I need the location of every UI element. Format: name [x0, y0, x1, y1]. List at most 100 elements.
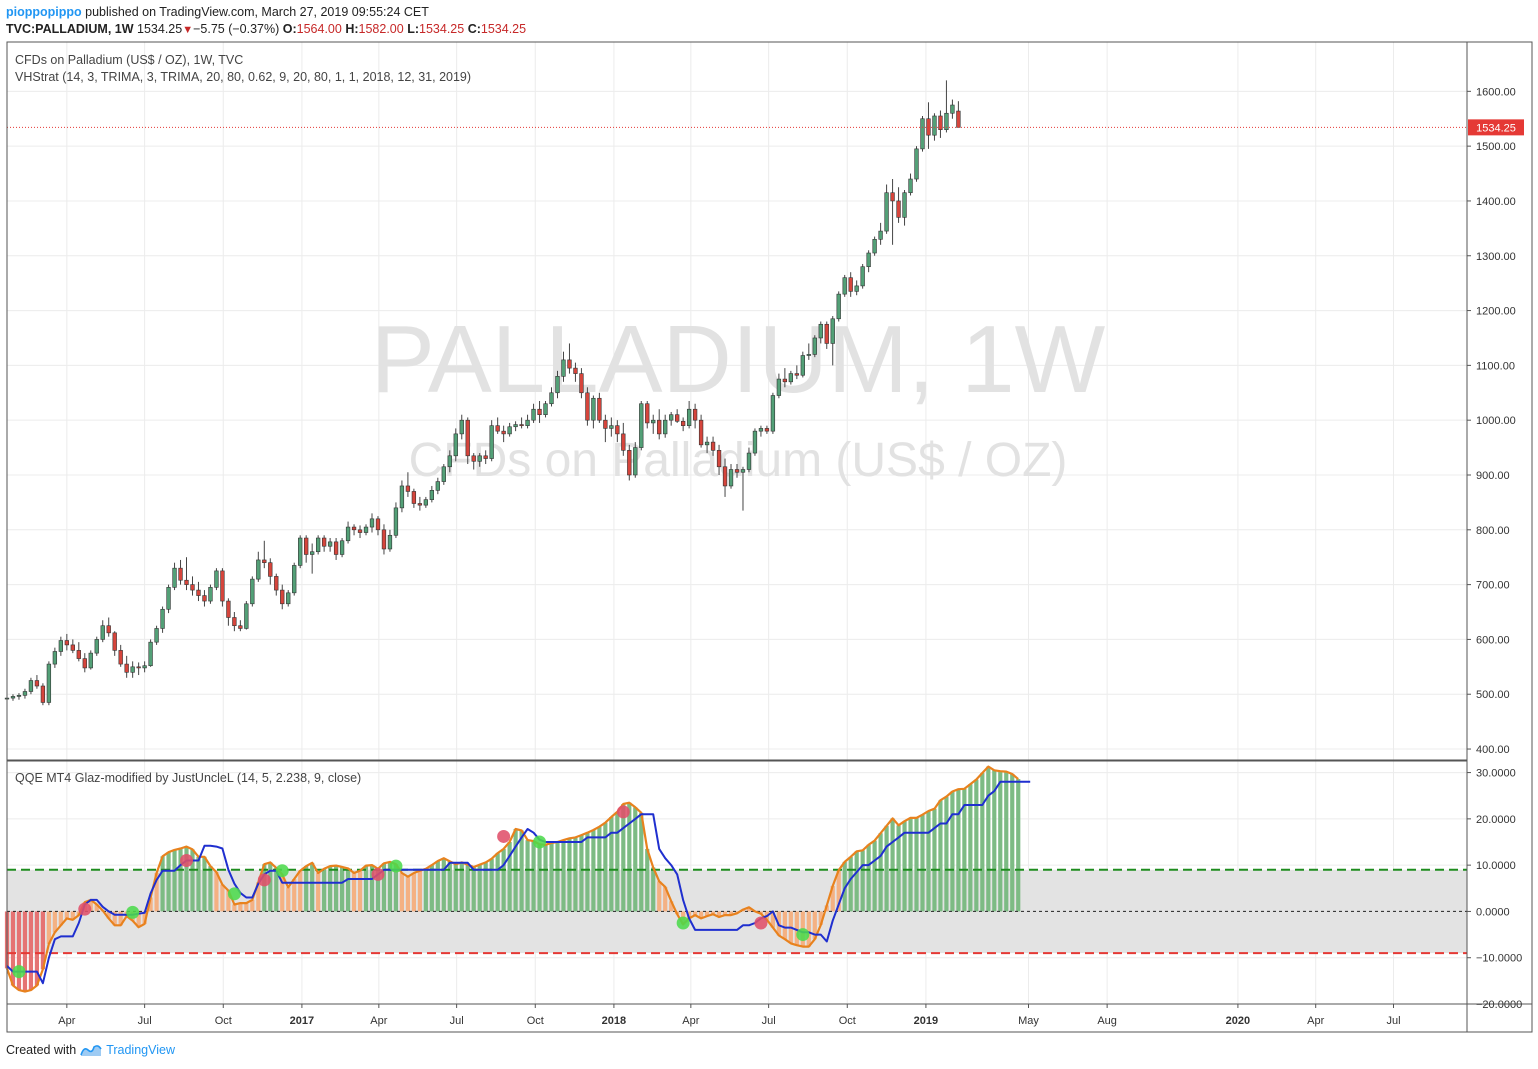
tradingview-logo-icon[interactable]: [80, 1043, 102, 1057]
candle-body: [477, 455, 482, 462]
price-axis[interactable]: 400.00 500.00 600.00 700.00 800.00 900.00 1000…: [1467, 86, 1516, 756]
histogram-bar: [262, 864, 267, 912]
author-link[interactable]: pioppopippo: [6, 5, 82, 19]
red-signal-dot: [754, 916, 768, 930]
histogram-bar: [507, 842, 512, 912]
histogram-bar: [322, 868, 327, 912]
close-value: 1534.25: [480, 22, 527, 36]
indicator-axis[interactable]: 30.0000 20.0000 10.0000 0.0000 −10.0000 −20.0…: [1467, 768, 1522, 1011]
indicator-lines[interactable]: [5, 765, 1031, 993]
candle-body: [501, 430, 506, 435]
histogram-bar: [202, 856, 207, 912]
candle-body: [513, 424, 518, 428]
histogram-bar: [573, 837, 578, 912]
candle-body: [782, 378, 788, 383]
candle-body: [669, 414, 674, 421]
histogram-bar: [806, 911, 811, 947]
histogram-bar: [16, 911, 22, 991]
histogram-bar: [148, 897, 153, 912]
time-axis[interactable]: Apr Jul Oct 2017 Apr Jul Oct 2018 Apr Jul Oct 2019 M…: [58, 1004, 1401, 1027]
histogram-bar: [926, 810, 931, 912]
last-price-line: 1534.25: [7, 119, 1524, 136]
histogram-bar: [633, 807, 638, 912]
time-tick-label: 2017: [290, 1015, 314, 1027]
histogram-bar: [1004, 771, 1009, 912]
time-tick-label: Oct: [527, 1015, 544, 1027]
indicator-tick-label: −20.0000: [1476, 999, 1522, 1011]
histogram-bar: [782, 911, 787, 940]
candle-body: [112, 632, 117, 651]
symbol-name[interactable]: TVC:PALLADIUM, 1W: [6, 22, 134, 36]
candle-body: [896, 200, 901, 218]
histogram-bar: [483, 862, 488, 912]
candle-body: [603, 419, 608, 429]
red-signal-dot: [497, 829, 511, 843]
indicator-tick-label: 10.0000: [1476, 860, 1516, 872]
histogram-bar: [441, 858, 446, 912]
histogram-bar: [621, 804, 626, 912]
histogram-bar: [160, 856, 165, 912]
histogram-bar: [980, 773, 985, 912]
histogram-bar: [190, 849, 195, 912]
price-tick-label: 1400.00: [1476, 196, 1516, 208]
candle-body: [88, 652, 93, 669]
red-signal-dot: [78, 902, 92, 916]
indicator-histogram[interactable]: [4, 766, 1021, 992]
histogram-bar: [459, 862, 464, 912]
histogram-bar: [818, 911, 823, 925]
histogram-bar: [316, 873, 321, 912]
candle-body: [495, 425, 500, 432]
indicator-signals[interactable]: [12, 805, 810, 979]
price-tick-label: 1500.00: [1476, 141, 1516, 153]
candle-body: [256, 559, 261, 580]
candle-body: [148, 641, 153, 667]
histogram-bar: [543, 844, 548, 912]
histogram-bar: [992, 770, 997, 912]
indicator-tick-label: 30.0000: [1476, 768, 1516, 780]
candle-body: [405, 485, 411, 492]
histogram-bar: [699, 911, 704, 919]
histogram-bar: [878, 833, 883, 912]
candle-body: [10, 696, 16, 699]
histogram-bar: [280, 874, 285, 912]
price-candles[interactable]: [4, 80, 961, 711]
candle-body: [764, 428, 770, 432]
candle-body: [651, 419, 656, 424]
candle-body: [944, 112, 949, 130]
candle-body: [932, 115, 937, 136]
histogram-bar: [932, 808, 937, 912]
candle-body: [46, 663, 52, 703]
candle-body: [369, 518, 375, 528]
tradingview-brand[interactable]: TradingView: [106, 1043, 175, 1057]
candle-body: [274, 576, 279, 591]
low-value: 1534.25: [419, 22, 465, 36]
histogram-bar: [250, 899, 255, 912]
candle-body: [872, 239, 877, 254]
red-signal-dot: [257, 873, 271, 887]
histogram-bar: [687, 911, 692, 919]
indicator-tick-label: −10.0000: [1476, 953, 1522, 965]
histogram-bar: [106, 911, 111, 919]
green-signal-dot: [796, 928, 810, 942]
candle-body: [310, 551, 315, 555]
histogram-bar: [794, 911, 799, 946]
histogram-bar: [627, 802, 632, 912]
histogram-bar: [693, 911, 698, 916]
open-label: O:: [282, 22, 297, 36]
histogram-bar: [274, 867, 279, 912]
histogram-bar: [22, 911, 28, 992]
histogram-bar: [896, 825, 901, 912]
histogram-bar: [998, 771, 1003, 912]
histogram-bar: [184, 846, 189, 912]
histogram-bar: [908, 817, 913, 912]
histogram-bar: [890, 818, 895, 912]
histogram-bar: [986, 766, 991, 912]
histogram-bar: [938, 800, 943, 912]
price-tick-label: 1100.00: [1476, 360, 1515, 372]
candle-body: [519, 424, 524, 426]
candle-body: [280, 589, 285, 605]
candle-body: [172, 567, 177, 588]
candle-body: [591, 397, 596, 421]
histogram-bar: [465, 864, 470, 912]
